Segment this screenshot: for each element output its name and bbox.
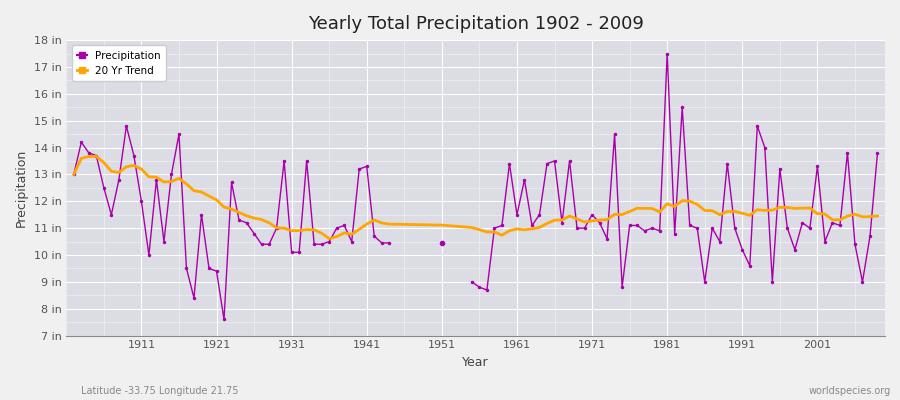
Y-axis label: Precipitation: Precipitation <box>15 149 28 227</box>
Text: worldspecies.org: worldspecies.org <box>809 386 891 396</box>
Title: Yearly Total Precipitation 1902 - 2009: Yearly Total Precipitation 1902 - 2009 <box>308 15 644 33</box>
Text: Latitude -33.75 Longitude 21.75: Latitude -33.75 Longitude 21.75 <box>81 386 239 396</box>
X-axis label: Year: Year <box>463 356 489 369</box>
Legend: Precipitation, 20 Yr Trend: Precipitation, 20 Yr Trend <box>71 45 166 81</box>
